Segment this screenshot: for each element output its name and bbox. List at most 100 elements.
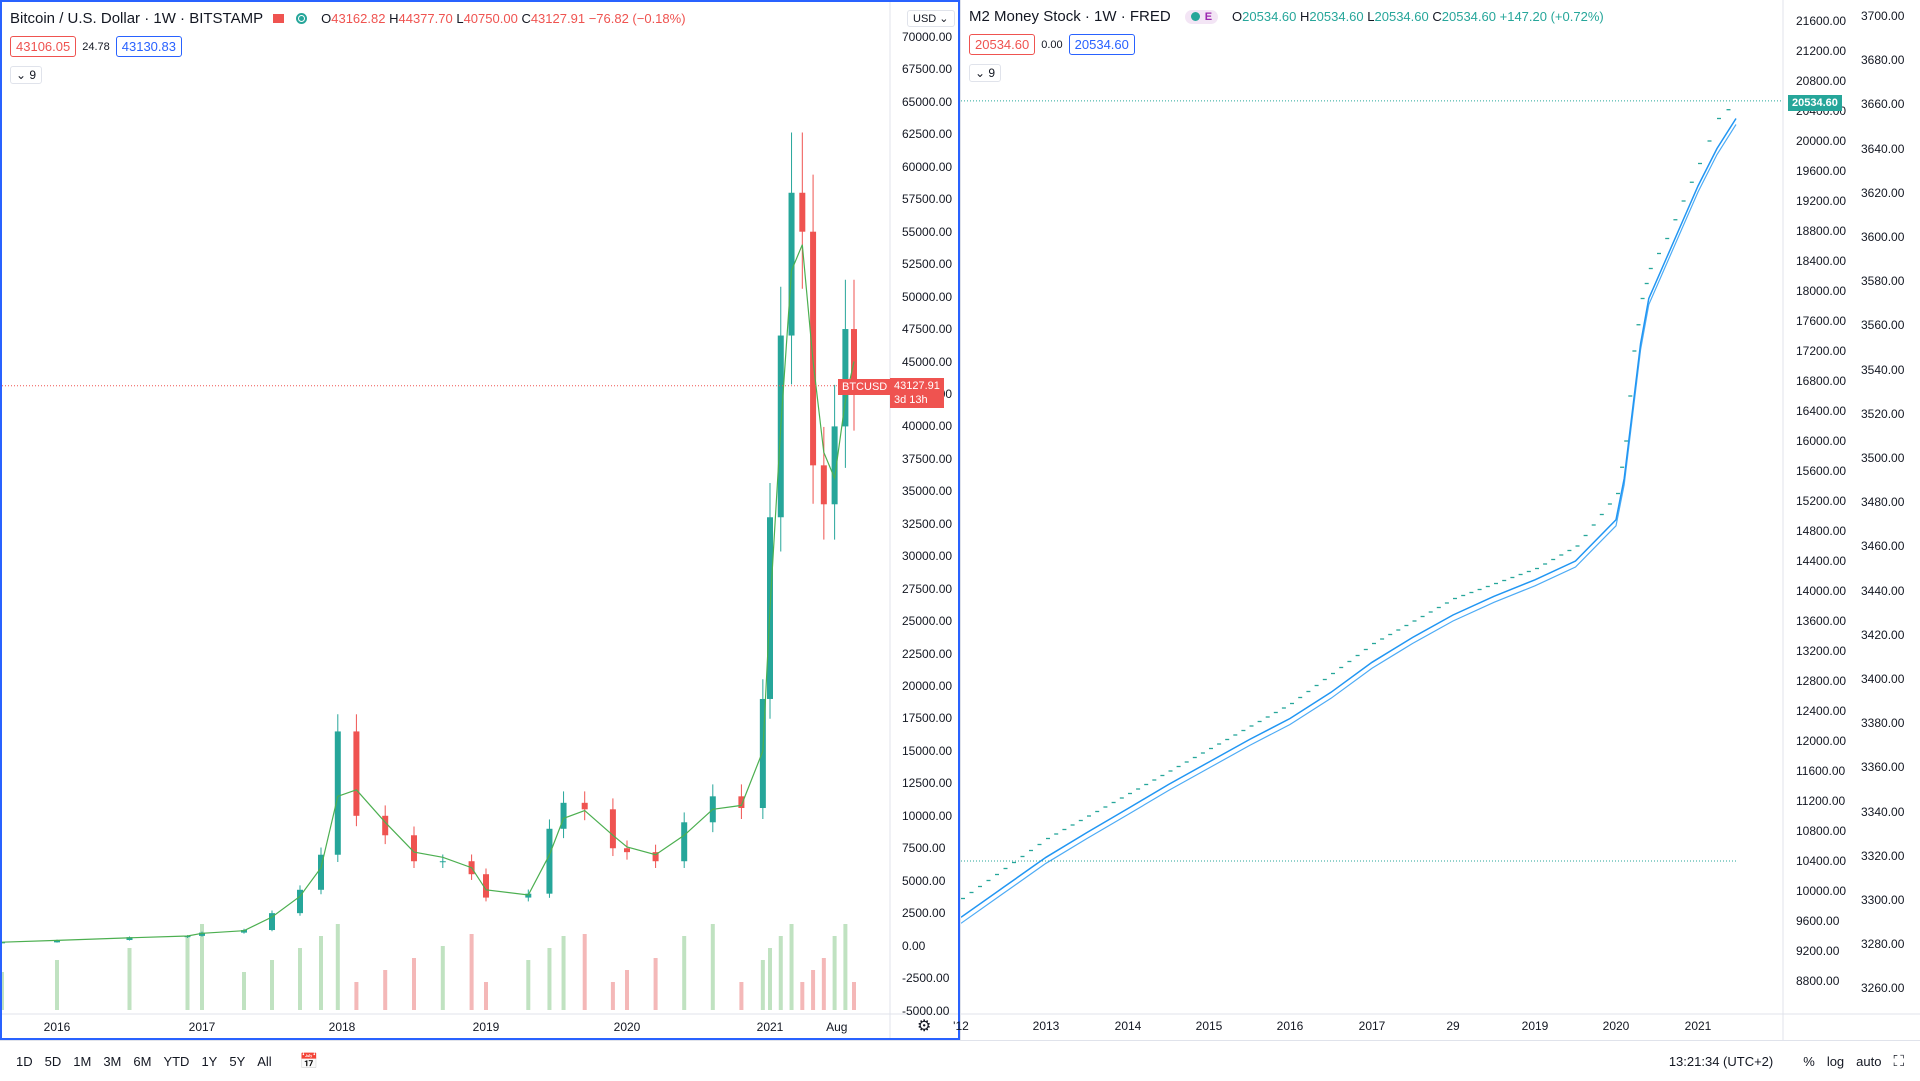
volume-bar xyxy=(610,982,615,1010)
btc-y-tick-label: 62500.00 xyxy=(902,127,953,142)
chevron-down-icon: ⌄ xyxy=(16,68,27,82)
m2-secondary-tick-label: 3460.00 xyxy=(1861,539,1905,554)
high-value: 44377.70 xyxy=(398,11,453,26)
m2-secondary-tick-label: 3420.00 xyxy=(1861,627,1905,642)
m2-y-tick-label: 14000.00 xyxy=(1796,584,1847,598)
range-button-6m[interactable]: 6M xyxy=(133,1053,152,1069)
m2-y-tick-label: 14800.00 xyxy=(1796,524,1847,538)
candle-body xyxy=(382,815,389,836)
range-button-1y[interactable]: 1Y xyxy=(201,1053,218,1069)
bitcoin-chart-pane[interactable]: Bitcoin / U.S. Dollar · 1W · BITSTAMP O4… xyxy=(0,0,960,1040)
btc-y-tick-label: 0.00 xyxy=(902,938,926,953)
calendar-icon[interactable]: 📅 xyxy=(299,1053,319,1070)
indicators-toggle[interactable]: ⌄ 9 xyxy=(969,64,1002,82)
auto-toggle[interactable]: auto xyxy=(1856,1053,1882,1069)
bid-price-box[interactable]: 20534.60 xyxy=(969,34,1036,55)
percent-toggle[interactable]: % xyxy=(1803,1053,1815,1069)
low-value: 20534.60 xyxy=(1374,9,1429,24)
m2-secondary-tick-label: 3260.00 xyxy=(1861,981,1905,996)
m2-y-tick-label: 12000.00 xyxy=(1796,734,1847,748)
m2-y-tick-label: 18400.00 xyxy=(1796,254,1847,268)
btc-y-tick-label: 45000.00 xyxy=(902,354,953,369)
open-label: O xyxy=(321,11,332,26)
m2-symbol-title[interactable]: M2 Money Stock · 1W · FRED xyxy=(969,8,1171,25)
volume-bar xyxy=(547,948,552,1010)
open-value: 20534.60 xyxy=(1242,9,1297,24)
bitcoin-symbol-title[interactable]: Bitcoin / U.S. Dollar · 1W · BITSTAMP xyxy=(10,10,264,27)
m2-secondary-tick-label: 3620.00 xyxy=(1861,185,1905,200)
ask-price-box[interactable]: 43130.83 xyxy=(115,36,182,57)
event-badge[interactable]: E xyxy=(1184,9,1219,24)
open-label: O xyxy=(1232,9,1243,24)
change-value: +147.20 (+0.72%) xyxy=(1499,9,1604,24)
btc-x-tick-label: Aug xyxy=(826,1020,848,1034)
candle-body xyxy=(483,874,489,898)
m2-chart-pane[interactable]: M2 Money Stock · 1W · FRED E O20534.60 H… xyxy=(953,0,1920,1040)
candle-body xyxy=(269,913,275,931)
m2-y-tick-label: 14400.00 xyxy=(1796,554,1847,568)
range-button-1d[interactable]: 1D xyxy=(16,1053,33,1069)
m2-y-tick-label: 16800.00 xyxy=(1796,374,1847,388)
candle-body xyxy=(334,731,341,855)
volume-bar xyxy=(811,970,816,1010)
candle-body xyxy=(560,802,567,829)
range-button-3m[interactable]: 3M xyxy=(103,1053,122,1069)
range-buttons: 1D 5D 1M 3M 6M YTD 1Y 5Y All xyxy=(10,1054,278,1069)
clock[interactable]: 13:21:34 (UTC+2) xyxy=(1668,1053,1774,1069)
btc-y-tick-label: 55000.00 xyxy=(902,224,953,239)
currency-selector[interactable]: USD ⌄ xyxy=(907,10,955,27)
candle-body xyxy=(439,861,446,863)
bid-price-box[interactable]: 43106.05 xyxy=(10,36,77,57)
candle-body xyxy=(681,822,688,862)
bitcoin-chart-canvas[interactable] xyxy=(2,2,958,1038)
m2-secondary-tick-label: 3540.00 xyxy=(1861,362,1905,377)
volume-bar xyxy=(653,958,658,1010)
m2-x-tick-label: 2015 xyxy=(1195,1019,1223,1033)
volume-bar xyxy=(469,934,474,1010)
volume-bar xyxy=(526,960,531,1010)
bottom-toolbar: 1D 5D 1M 3M 6M YTD 1Y 5Y All 📅 13:21:34 (UTC+2) … xyxy=(0,1040,1920,1081)
fullscreen-icon[interactable]: ⛶ xyxy=(1893,1052,1904,1070)
range-button-1m[interactable]: 1M xyxy=(73,1053,92,1069)
volume-bar xyxy=(682,936,687,1010)
volume-bar xyxy=(852,982,856,1010)
m2-y-tick-label: 13600.00 xyxy=(1796,614,1847,628)
m2-y-tick-label: 11600.00 xyxy=(1796,764,1846,778)
m2-secondary-tick-label: 3580.00 xyxy=(1861,274,1905,289)
range-button-5d[interactable]: 5D xyxy=(44,1053,62,1069)
candle-body xyxy=(54,940,60,943)
gear-icon[interactable]: ⚙ xyxy=(917,1018,932,1035)
volume-bar xyxy=(127,948,132,1010)
btc-y-tick-label: 50000.00 xyxy=(902,289,953,304)
candle-body xyxy=(318,854,324,890)
market-status-icon[interactable] xyxy=(296,13,308,24)
candle-body xyxy=(411,835,417,862)
m2-moving-average-line xyxy=(961,118,1737,918)
m2-x-tick-label: 2014 xyxy=(1114,1019,1142,1033)
open-value: 43162.82 xyxy=(331,11,386,26)
m2-chart-canvas[interactable] xyxy=(961,0,1920,1040)
log-toggle[interactable]: log xyxy=(1826,1053,1845,1069)
flag-icon[interactable] xyxy=(273,14,285,23)
range-button-ytd[interactable]: YTD xyxy=(163,1053,190,1069)
m2-y-tick-label: 13200.00 xyxy=(1796,644,1847,658)
m2-secondary-tick-label: 3320.00 xyxy=(1861,848,1905,863)
range-button-5y[interactable]: 5Y xyxy=(229,1053,246,1069)
btc-y-tick-label: 7500.00 xyxy=(902,841,946,856)
btc-y-tick-label: 70000.00 xyxy=(902,30,953,44)
range-button-all[interactable]: All xyxy=(257,1053,272,1069)
high-value: 20534.60 xyxy=(1309,9,1364,24)
volume-bar xyxy=(2,972,4,1010)
candle-body xyxy=(624,848,630,853)
btc-last-price-tag: 43127.91 3d 13h xyxy=(890,378,944,408)
m2-secondary-tick-label: 3440.00 xyxy=(1861,583,1905,598)
btc-y-tick-label: 27500.00 xyxy=(902,581,953,596)
ask-price-box[interactable]: 20534.60 xyxy=(1068,34,1135,55)
candle-body xyxy=(581,802,588,810)
indicators-toggle[interactable]: ⌄ 9 xyxy=(10,66,43,84)
status-dot-icon xyxy=(1190,12,1200,21)
m2-x-tick-label: 2020 xyxy=(1602,1019,1630,1033)
m2-y-tick-label: 12400.00 xyxy=(1796,704,1847,718)
candle-body xyxy=(788,192,795,336)
btc-countdown: 3d 13h xyxy=(894,394,928,406)
